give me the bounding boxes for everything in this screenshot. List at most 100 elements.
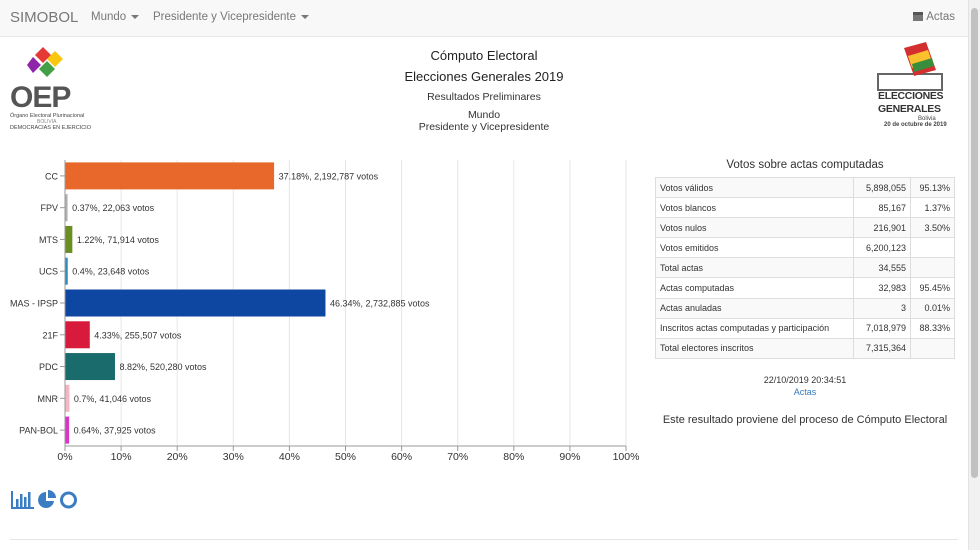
navbar: SIMOBOL Mundo Presidente y Vicepresident… [0,0,968,37]
stats-row-value: 3 [853,297,911,319]
scope-dropdown-label: Mundo [91,11,127,23]
stats-row: Actas anuladas 3 0.01% [655,297,955,319]
stats-row-label: Total actas [655,257,854,279]
category-label: PDC [39,362,59,372]
stats-row-value: 216,901 [853,217,911,239]
x-tick-label: 0% [57,451,72,463]
stats-row-value: 6,200,123 [853,237,911,259]
bar [65,321,90,349]
x-tick-label: 100% [613,451,640,463]
stats-row-label: Actas computadas [655,277,854,299]
bar [65,162,275,190]
timestamp: 22/10/2019 20:34:51 [763,375,847,385]
report-header: Cómputo Electoral Elecciones Generales 2… [300,48,668,133]
elecciones-generales-logo: ELECCIONES GENERALES Bolivia 20 de octub… [874,42,960,134]
oep-emblem-icon [27,47,63,77]
stats-row-label: Actas anuladas [655,297,854,319]
stats-row-label: Votos válidos [655,176,854,199]
scope-label: Mundo [467,109,501,121]
x-tick-label: 90% [559,451,580,463]
stats-title: Votos sobre actas computadas [726,159,884,171]
stats-row-value: 85,167 [853,197,911,219]
x-tick-label: 50% [335,451,356,463]
bar [65,384,70,412]
scope-dropdown[interactable]: Mundo [91,11,140,23]
data-label: 0.37%, 22,063 votos [72,203,155,213]
stats-row: Actas computadas 32,983 95.45% [655,277,955,299]
footer-divider [10,539,958,540]
x-tick-label: 80% [503,451,524,463]
bar-chart-icon[interactable] [11,490,35,510]
x-tick-label: 60% [391,451,412,463]
stats-row: Votos blancos 85,167 1.37% [655,197,955,219]
stats-row: Votos nulos 216,901 3.50% [655,217,955,239]
eg-line2: GENERALES [878,103,941,115]
office-label: Presidente y Vicepresidente [418,121,550,133]
category-label: MTS [39,235,58,245]
bar [65,225,73,253]
x-tick-label: 20% [167,451,188,463]
chevron-down-icon [131,14,140,19]
category-label: FPV [40,203,58,213]
category-label: CC [45,171,58,181]
ballot-box-icon [877,42,943,91]
pie-chart-icon[interactable] [37,490,57,510]
stats-row-percent: 0.01% [910,297,955,319]
stats-row: Inscritos actas computadas y participaci… [655,317,955,339]
eg-line3: Bolivia [918,116,936,122]
stats-row-percent: 95.45% [910,277,955,299]
bar [65,289,326,317]
source-note: Este resultado proviene del proceso de C… [662,414,948,426]
results-type: Resultados Preliminares [427,91,541,103]
category-label: PAN-BOL [19,426,58,436]
election-dropdown[interactable]: Presidente y Vicepresidente [153,11,309,23]
election-dropdown-label: Presidente y Vicepresidente [153,11,296,23]
actas-nav-label: Actas [926,11,955,23]
scrollbar-thumb[interactable] [971,8,978,478]
donut-chart-icon[interactable] [59,490,79,510]
stats-row-percent [910,257,955,279]
eg-line1: ELECCIONES [878,90,944,102]
stats-row-value: 34,555 [853,257,911,279]
actas-link[interactable]: Actas [793,387,817,397]
stats-row-percent: 95.13% [910,176,955,199]
eg-line4: 20 de octubre de 2019 [884,122,947,128]
results-bar-chart: 0% 10% 20% 30% 40% 50% 60% 70% 80% 90% 100% CC 37.18… [10,160,640,463]
actas-nav-link[interactable]: Actas [913,11,955,23]
data-label: 0.7%, 41,046 votos [74,394,152,404]
stats-row-label: Votos emitidos [655,237,854,259]
page-subtitle: Elecciones Generales 2019 [404,69,564,84]
brand-link[interactable]: SIMOBOL [10,9,79,26]
stats-row-value: 7,315,364 [853,337,911,359]
stats-table: Votos válidos 5,898,055 95.13% Votos blanco… [655,176,955,359]
x-tick-label: 40% [279,451,300,463]
data-label: 8.82%, 520,280 votos [119,362,207,372]
oep-line1: Órgano Electoral Plurinacional [10,113,85,119]
stats-row: Votos emitidos 6,200,123 [655,237,955,259]
vertical-scrollbar[interactable] [968,0,980,550]
chevron-down-icon [301,14,309,19]
stats-row-percent: 1.37% [910,197,955,219]
category-label: 21F [42,330,58,340]
data-label: 37.18%, 2,192,787 votos [279,171,379,181]
bar [65,257,68,285]
stats-row: Total actas 34,555 [655,257,955,279]
oep-acronym: OEP [10,81,71,114]
x-tick-label: 70% [447,451,468,463]
bar [65,194,68,222]
data-label: 0.4%, 23,648 votos [72,267,150,277]
stats-row: Total electores inscritos 7,315,364 [655,337,955,359]
x-tick-label: 10% [111,451,132,463]
stats-row-percent [910,337,955,359]
data-label: 1.22%, 71,914 votos [77,235,160,245]
category-label: MNR [38,394,59,404]
stats-row: Votos válidos 5,898,055 95.13% [655,176,955,199]
stats-row-value: 32,983 [853,277,911,299]
oep-logo: OEP Órgano Electoral Plurinacional BOLIV… [9,43,93,135]
stats-row-percent: 88.33% [910,317,955,339]
oep-line3: DEMOCRACIAS EN EJERCICIO [10,125,91,131]
stats-row-percent: 3.50% [910,217,955,239]
stats-row-label: Inscritos actas computadas y participaci… [655,317,854,339]
x-tick-label: 30% [223,451,244,463]
bar [65,353,115,381]
